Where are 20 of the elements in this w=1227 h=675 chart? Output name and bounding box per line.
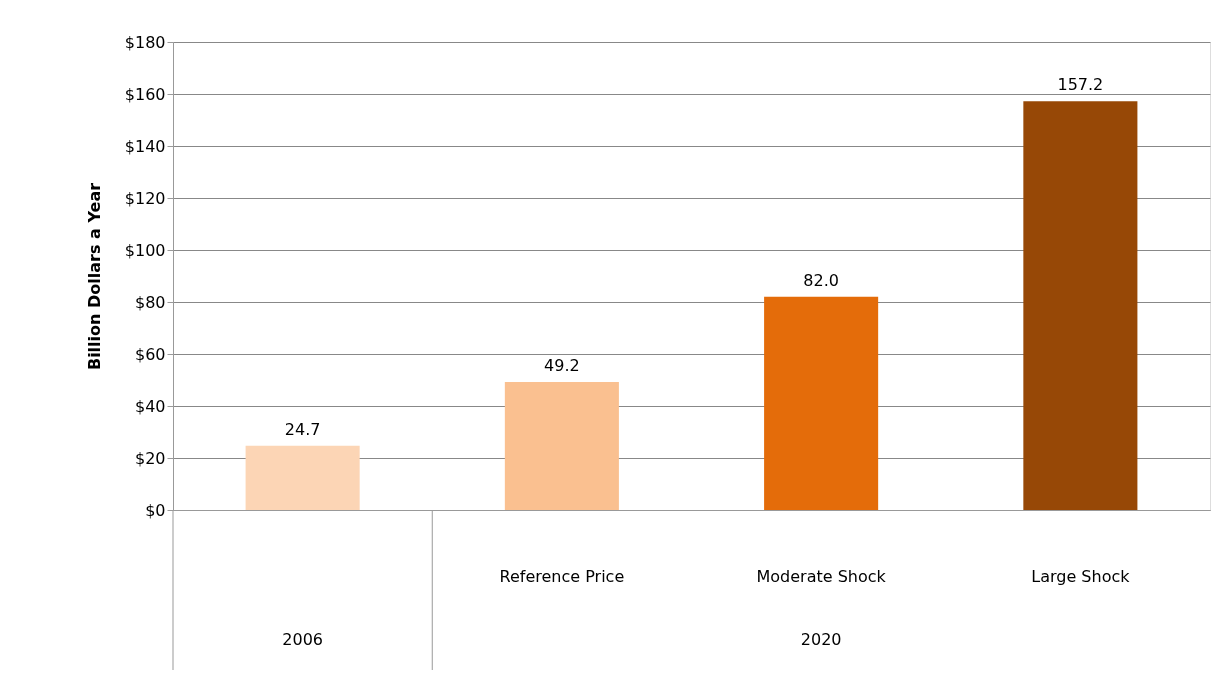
data-label: 24.7 xyxy=(284,419,321,439)
x-tick-label: Moderate Shock xyxy=(756,566,887,586)
data-label: 49.2 xyxy=(544,356,580,376)
x-tick-label: Reference Price xyxy=(499,566,625,586)
text: 2020 xyxy=(800,630,842,649)
y-tick-label: $160 xyxy=(124,84,166,104)
y-tick-label: $140 xyxy=(124,136,166,156)
y-tick-label: $0 xyxy=(145,500,166,520)
y-tick-label: $40 xyxy=(134,396,166,416)
y-tick-label: $100 xyxy=(124,240,166,260)
x-tick-label: Large Shock xyxy=(1031,566,1131,586)
data-label: 157.2 xyxy=(1057,75,1104,95)
y-tick-label: $180 xyxy=(124,32,166,52)
y-tick-label: $120 xyxy=(124,188,166,208)
y-tick-label: $80 xyxy=(134,292,166,312)
y-tick-label: $20 xyxy=(134,448,166,468)
y-axis-title: Billion Dollars a Year xyxy=(84,182,104,371)
data-label: 82.0 xyxy=(803,270,839,290)
text: 2006 xyxy=(282,630,323,649)
y-tick-label: $60 xyxy=(134,344,166,364)
